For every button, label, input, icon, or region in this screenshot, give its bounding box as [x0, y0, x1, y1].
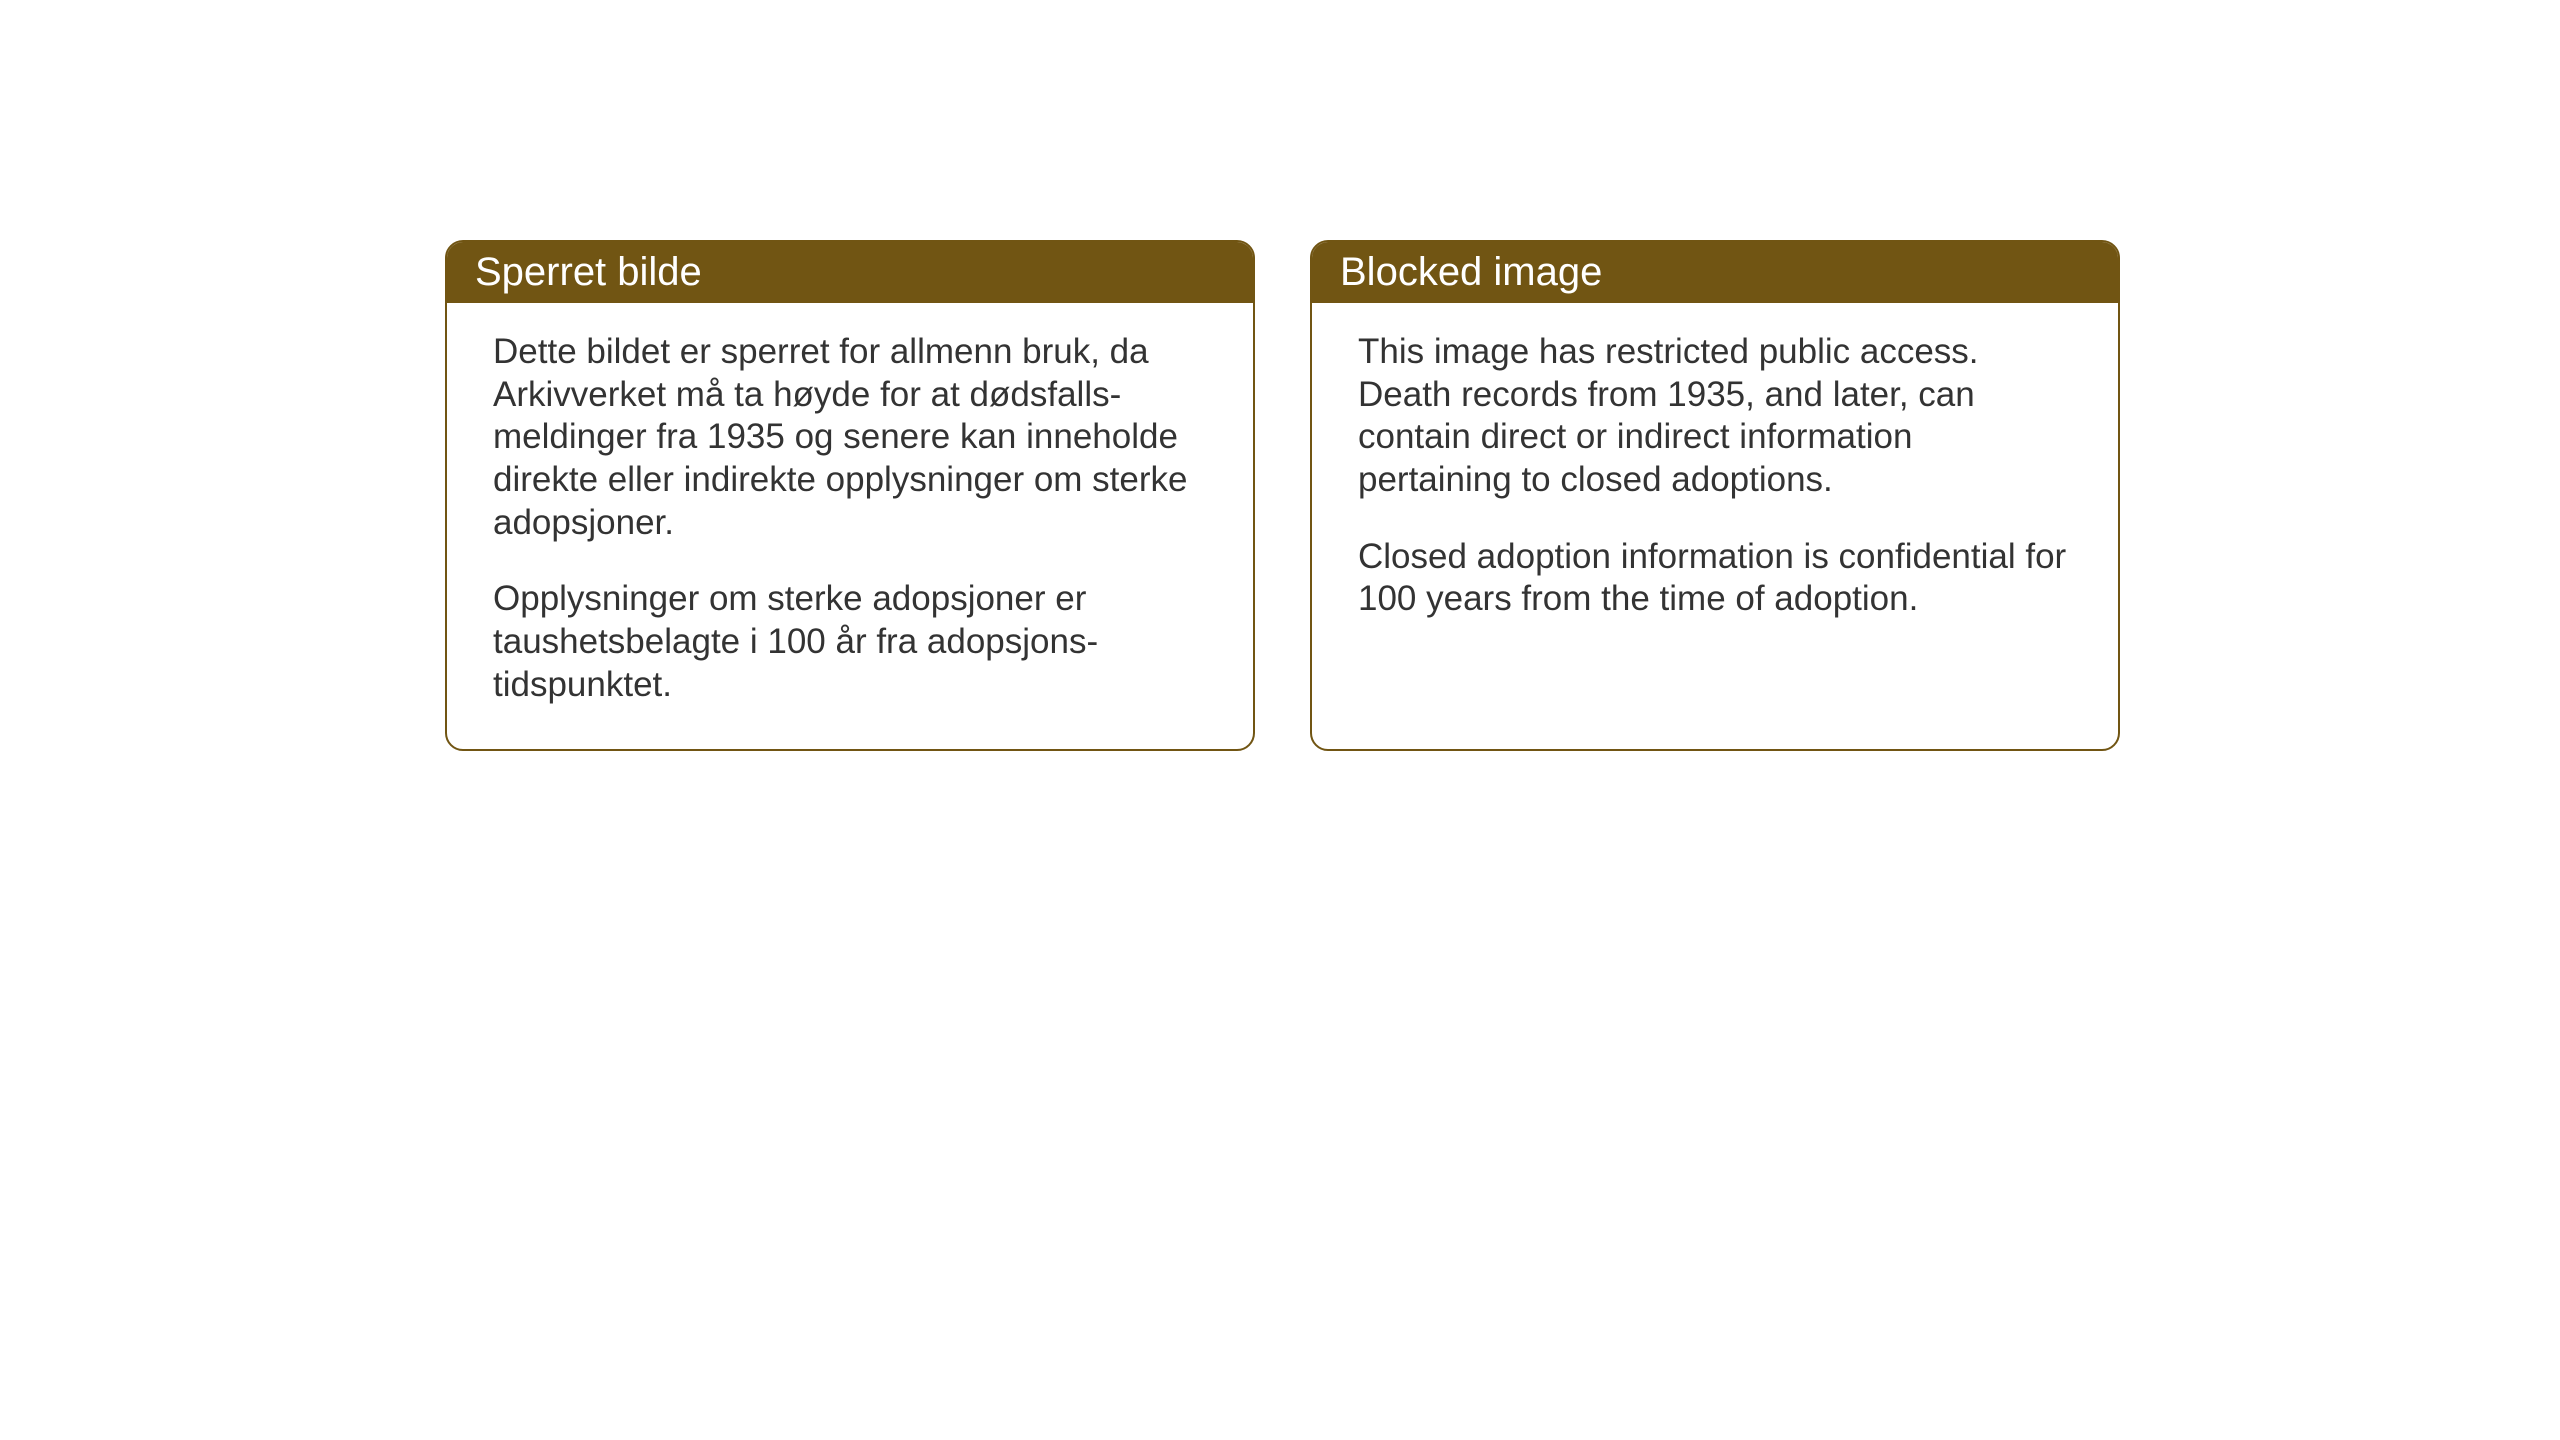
norwegian-notice-card: Sperret bilde Dette bildet er sperret fo… [445, 240, 1255, 751]
english-card-title: Blocked image [1312, 242, 2118, 303]
english-card-body: This image has restricted public access.… [1312, 303, 2118, 663]
norwegian-paragraph-1: Dette bildet er sperret for allmenn bruk… [493, 331, 1207, 544]
norwegian-card-body: Dette bildet er sperret for allmenn bruk… [447, 303, 1253, 749]
english-paragraph-1: This image has restricted public access.… [1358, 331, 2072, 502]
notice-cards-container: Sperret bilde Dette bildet er sperret fo… [445, 240, 2120, 751]
english-notice-card: Blocked image This image has restricted … [1310, 240, 2120, 751]
norwegian-card-title: Sperret bilde [447, 242, 1253, 303]
english-paragraph-2: Closed adoption information is confident… [1358, 536, 2072, 621]
norwegian-paragraph-2: Opplysninger om sterke adopsjoner er tau… [493, 578, 1207, 706]
